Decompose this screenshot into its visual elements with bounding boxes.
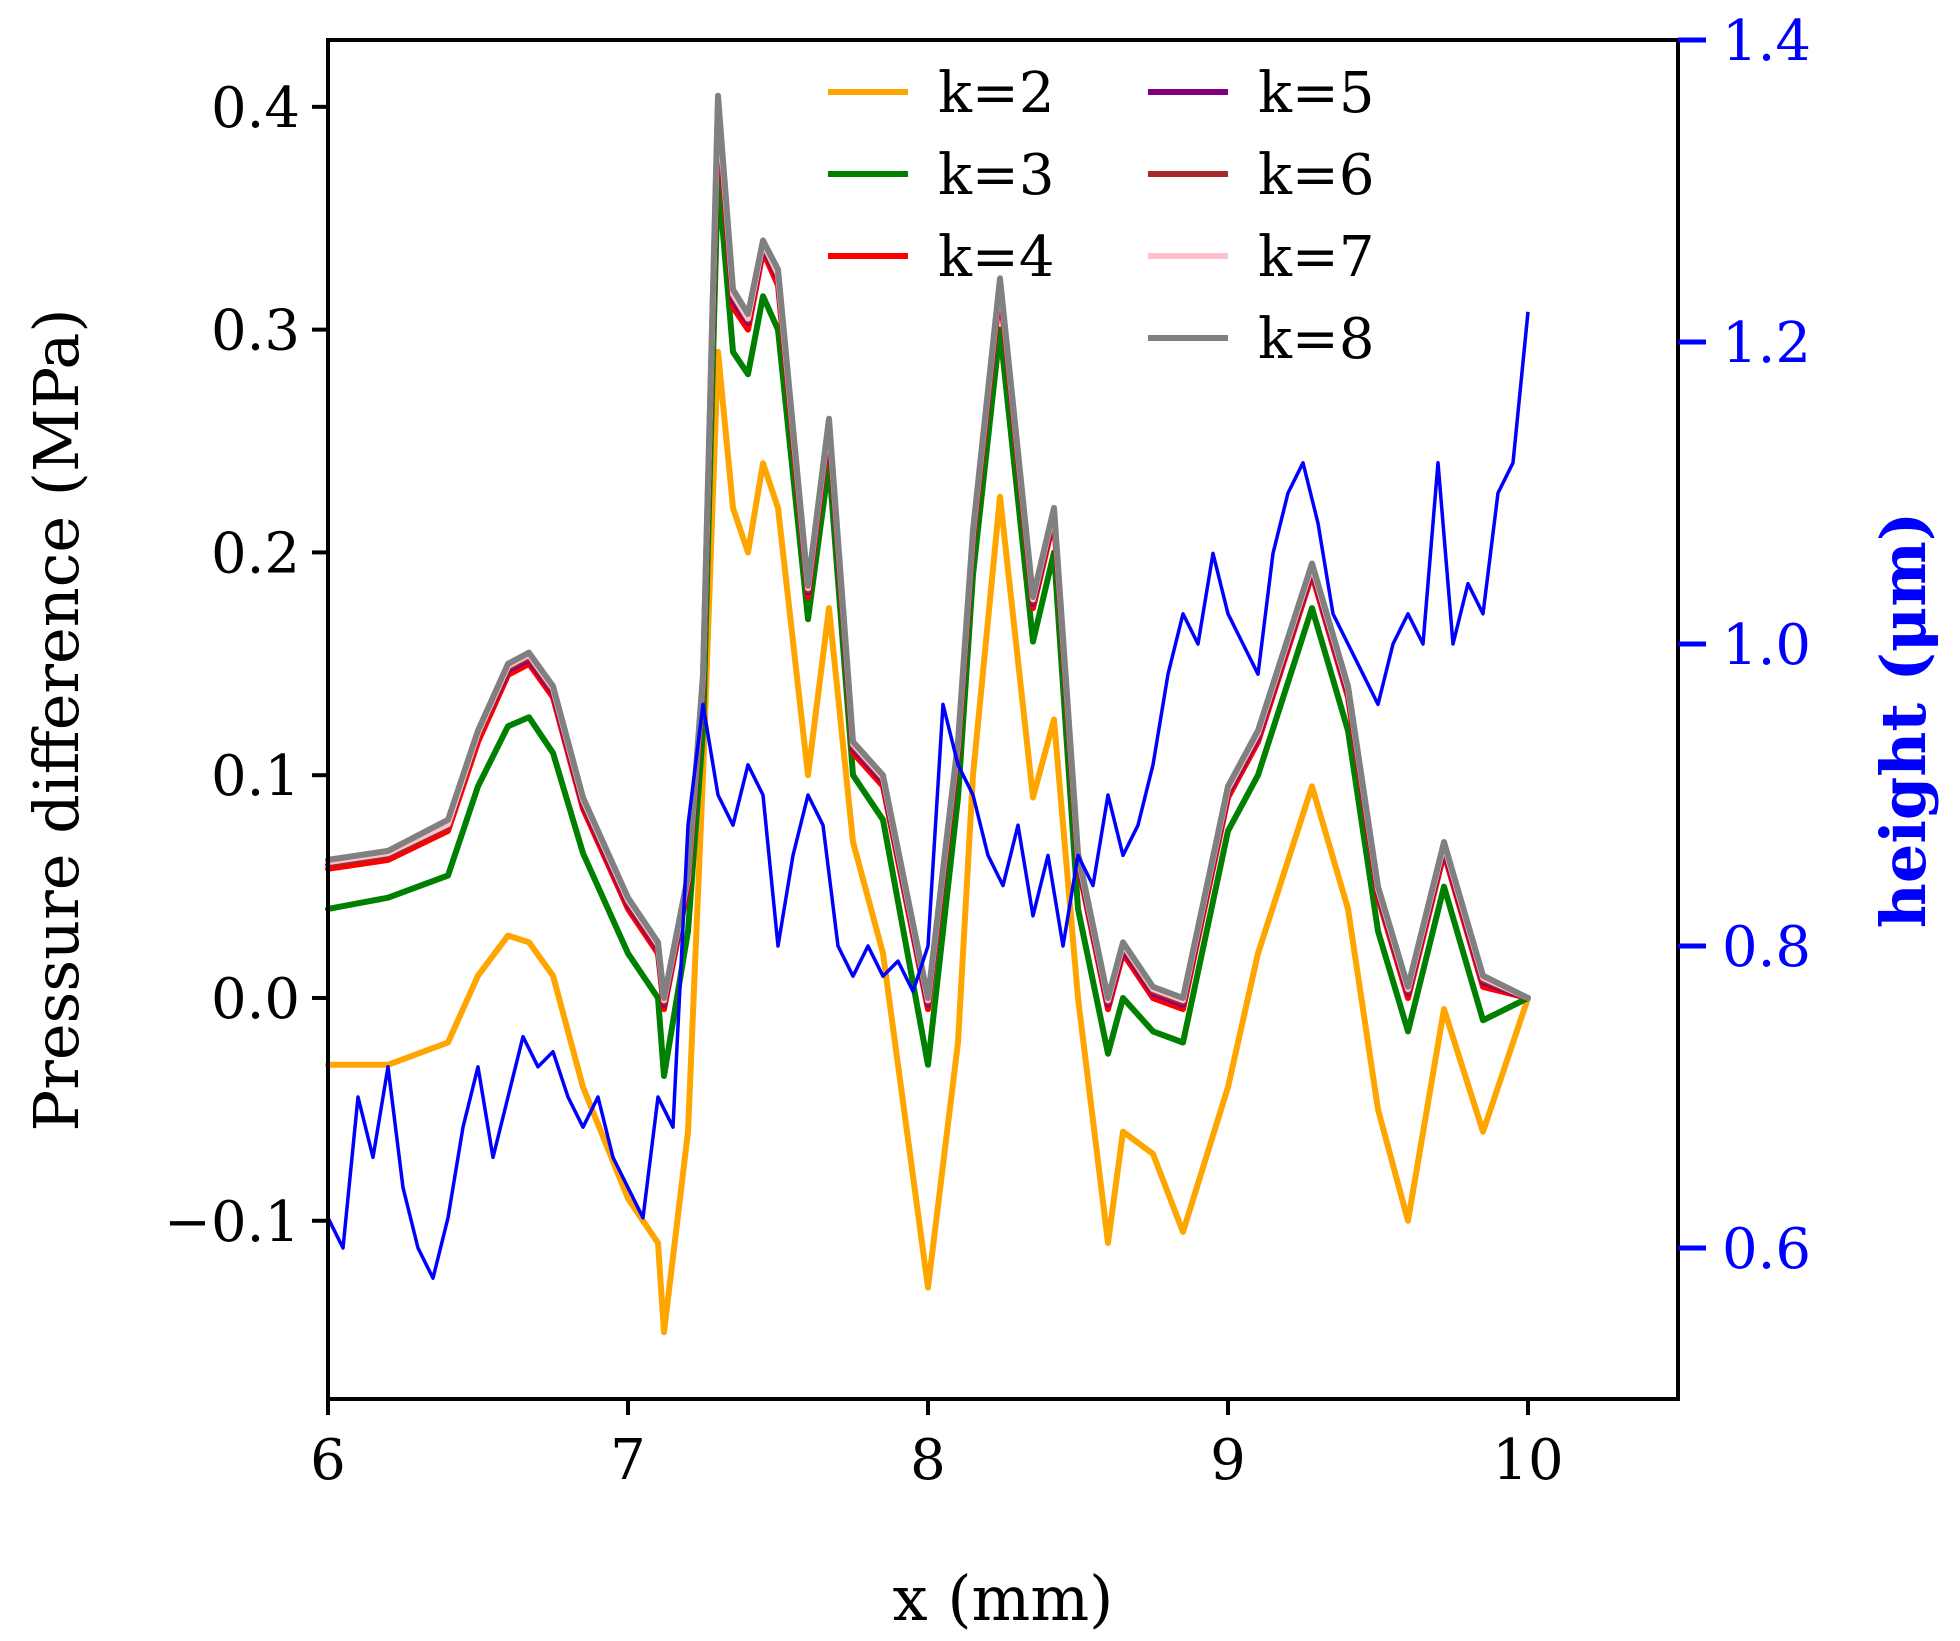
series-line-k3 [325,170,1531,1079]
legend-label-k3: k=3 [938,143,1054,208]
height-layer [326,311,1530,1280]
series-line-k8 [325,92,1531,1001]
y2-axis-label: height (μm) [1867,512,1940,928]
series-layer [325,92,1531,1336]
y-axis-ticks: −0.1 0.0 0.1 0.2 0.3 0.4 [164,76,328,1255]
x-tick-label: 6 [310,1428,346,1493]
y2-tick-label: 0.8 [1722,915,1811,980]
y2-tick-label: 0.6 [1722,1217,1811,1282]
y-tick-label: 0.0 [211,967,300,1032]
x-axis-ticks: 6 7 8 9 10 [310,1399,1564,1493]
y-tick-label: 0.4 [211,76,300,141]
height-line [326,311,1530,1280]
y2-tick-label: 1.0 [1722,613,1811,678]
series-line-k2 [325,348,1531,1336]
y-tick-label: 0.1 [211,744,300,809]
y-tick-label: 0.3 [211,299,300,364]
x-tick-label: 9 [1210,1428,1246,1493]
legend-label-k6: k=6 [1258,143,1374,208]
legend-label-k4: k=4 [938,225,1054,290]
y-tick-label: −0.1 [164,1190,300,1255]
legend: k=2 k=3 k=4 k=5 k=6 k=7 k=8 [828,61,1374,372]
y2-tick-label: 1.2 [1722,311,1811,376]
y-tick-label: 0.2 [211,521,300,586]
y2-axis-ticks: 0.6 0.8 1.0 1.2 1.4 [1678,9,1811,1282]
x-axis-label: x (mm) [893,1562,1114,1635]
x-tick-label: 10 [1492,1428,1563,1493]
legend-label-k2: k=2 [938,61,1054,126]
y-axis-label: Pressure difference (MPa) [20,308,93,1131]
legend-label-k7: k=7 [1258,225,1374,290]
y2-tick-label: 1.4 [1722,9,1811,74]
x-tick-label: 8 [910,1428,946,1493]
legend-label-k5: k=5 [1258,61,1374,126]
legend-label-k8: k=8 [1258,307,1374,372]
x-tick-label: 7 [610,1428,646,1493]
